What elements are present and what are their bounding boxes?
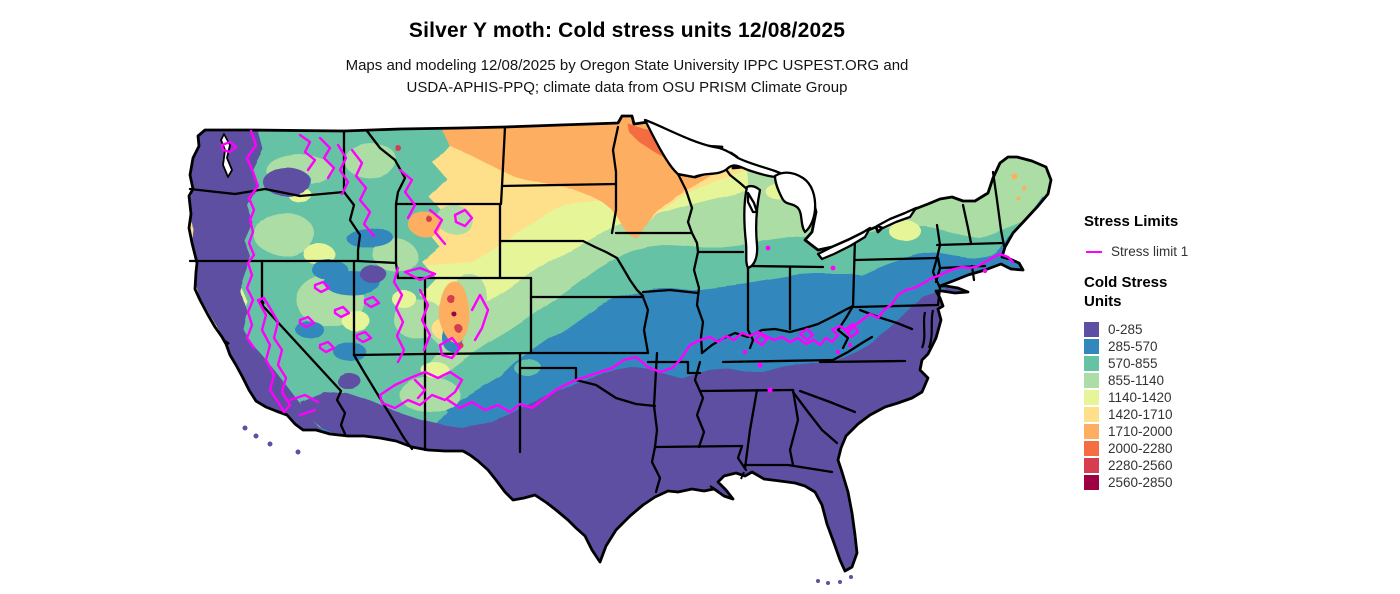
chesapeake-bay [920,309,935,349]
stress-limit-label: Stress limit 1 [1111,244,1189,259]
channel-islands [242,425,301,455]
legend-class-row: 1420-1710 [1084,406,1384,423]
legend-class-label: 2280-2560 [1108,458,1173,473]
legend-classes: 0-285 285-570 570-855 855-1140 1140-1420 1420… [1084,321,1384,491]
coast-details [224,300,935,585]
florida-keys [816,575,853,585]
legend-class-row: 2560-2850 [1084,474,1384,491]
cold-stress-units-heading: Cold Stress Units [1084,274,1168,310]
legend-class-row: 1710-2000 [1084,423,1384,440]
stress-limit-contours [220,129,1015,417]
green-bay [746,191,759,214]
stress-limit-main [446,252,1015,414]
lake-erie [816,226,872,261]
subtitle-line-1: Maps and modeling 12/08/2025 by Oregon S… [345,57,909,74]
page-subtitle: Maps and modeling 12/08/2025 by Oregon S… [0,55,1254,99]
legend-class-label: 0-285 [1108,322,1143,337]
legend-class-swatch [1084,407,1099,422]
great-lakes [220,118,918,270]
legend-class-row: 1140-1420 [1084,389,1384,406]
stress-limit-entry: Stress limit 1 [1086,244,1384,259]
lake-superior [643,118,792,179]
legend-class-label: 2000-2280 [1108,441,1173,456]
legend-class-row: 285-570 [1084,338,1384,355]
legend-class-label: 285-570 [1108,339,1158,354]
stress-limit-line-swatch [1086,250,1102,253]
legend-class-swatch [1084,458,1099,473]
legend-class-row: 2280-2560 [1084,457,1384,474]
cold-stress-raster [189,116,1051,571]
legend-class-row: 0-285 [1084,321,1384,338]
legend-class-row: 570-855 [1084,355,1384,372]
page-title: Silver Y moth: Cold stress units 12/08/2… [408,19,846,42]
legend-class-row: 2000-2280 [1084,440,1384,457]
legend-class-row: 855-1140 [1084,372,1384,389]
legend-class-label: 570-855 [1108,356,1158,371]
legend-class-swatch [1084,339,1099,354]
legend-class-label: 1710-2000 [1108,424,1173,439]
legend-class-swatch [1084,390,1099,405]
lake-huron [773,171,817,234]
san-francisco-bay [224,339,230,347]
legend-class-swatch [1084,441,1099,456]
gulf-bays [709,471,745,492]
legend-class-label: 2560-2850 [1108,475,1173,490]
map-legend: Stress Limits Stress limit 1 Cold Stress… [1084,213,1384,491]
legend-class-swatch [1084,373,1099,388]
legend-class-swatch [1084,322,1099,337]
legend-class-label: 1420-1710 [1108,407,1173,422]
legend-class-swatch [1084,356,1099,371]
lake-ontario [875,206,918,230]
stress-limits-heading: Stress Limits [1084,213,1179,230]
legend-class-label: 855-1140 [1108,373,1165,388]
legend-class-swatch [1084,475,1099,490]
legend-class-swatch [1084,424,1099,439]
legend-class-label: 1140-1420 [1108,390,1172,405]
subtitle-line-2: USDA-APHIS-PPQ; climate data from OSU PR… [406,79,848,96]
